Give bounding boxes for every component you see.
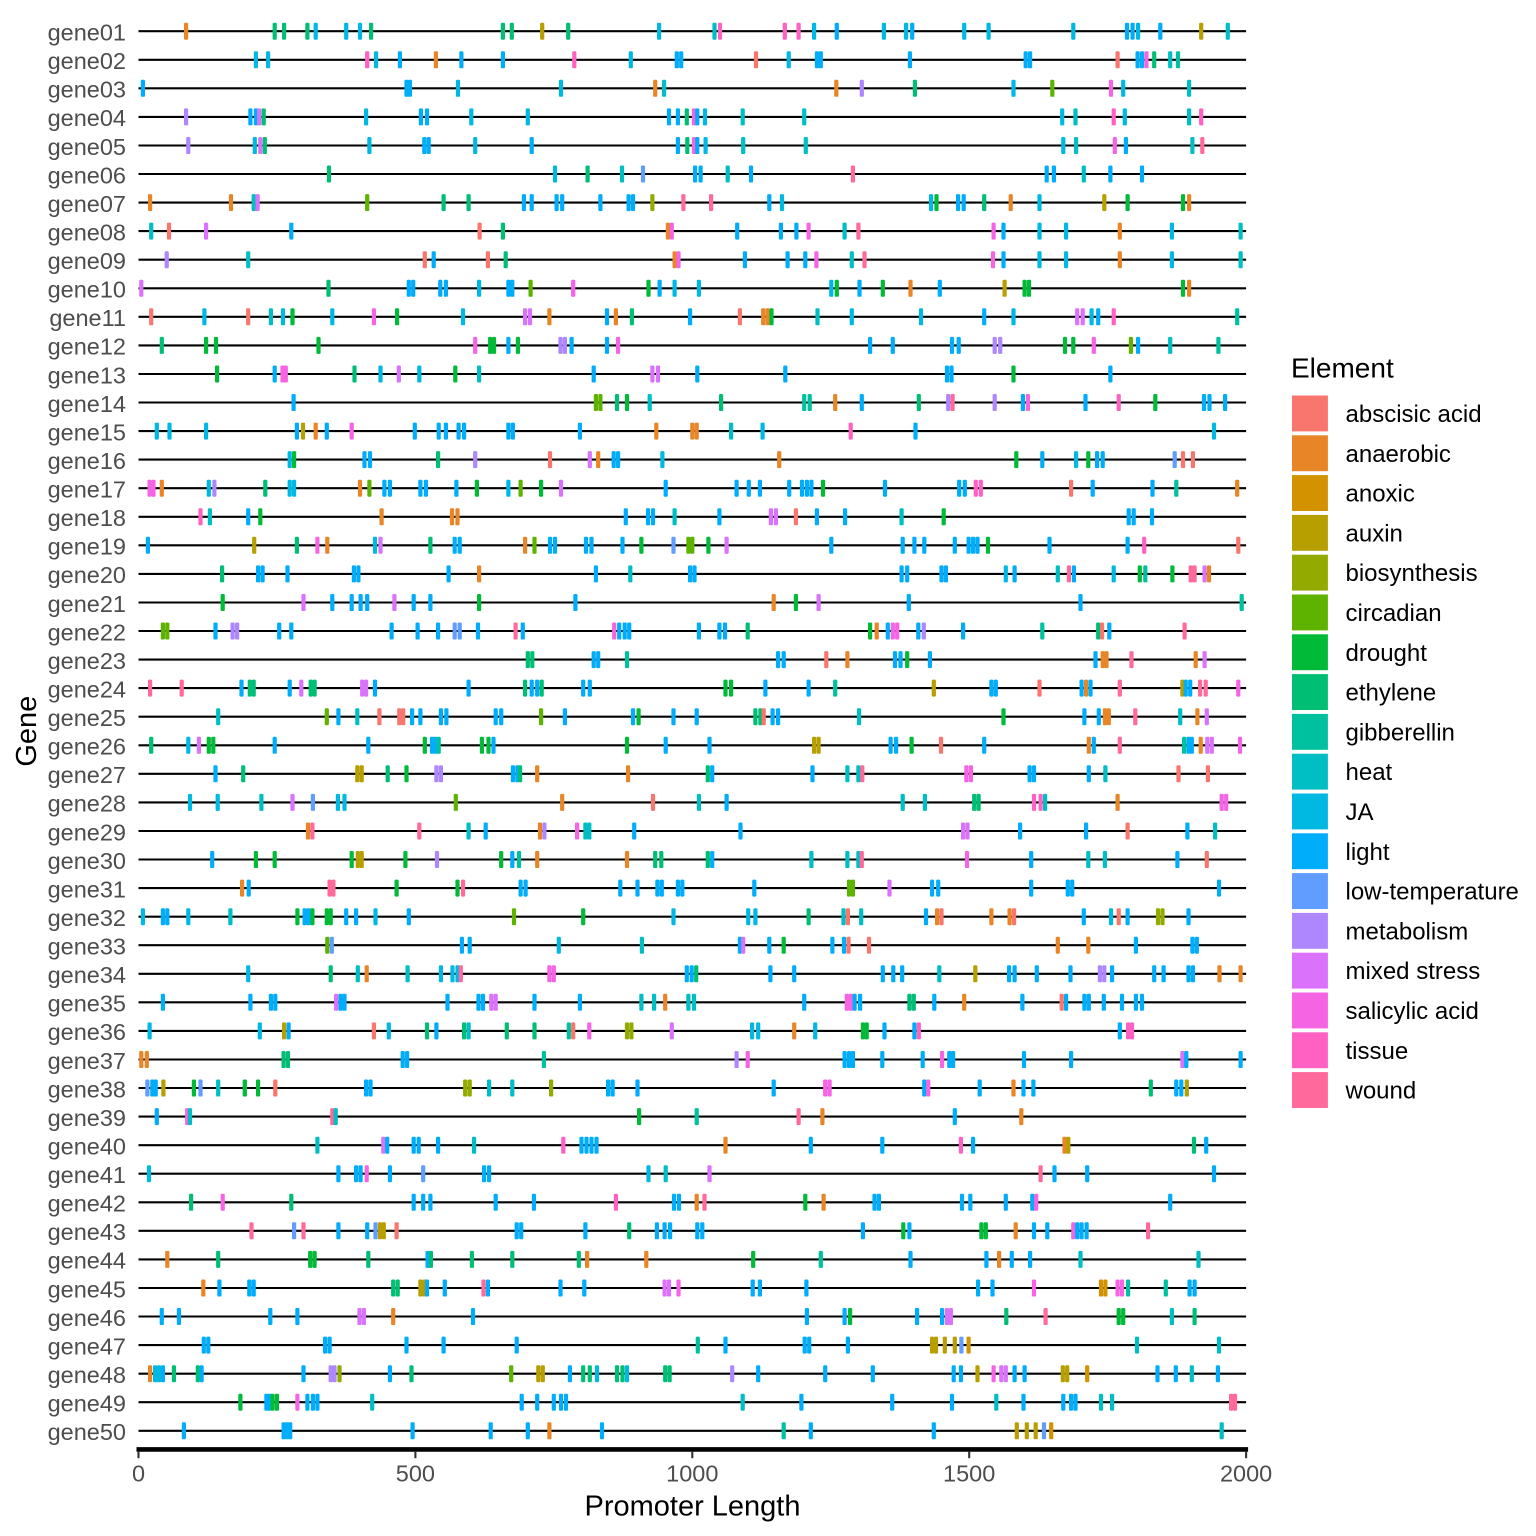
svg-text:gene28: gene28 <box>48 791 126 817</box>
svg-text:gene37: gene37 <box>48 1048 126 1074</box>
svg-text:gene05: gene05 <box>48 134 126 160</box>
svg-text:gene21: gene21 <box>48 591 126 617</box>
svg-text:gene24: gene24 <box>48 676 126 702</box>
svg-text:gene09: gene09 <box>48 248 126 274</box>
svg-text:gene30: gene30 <box>48 848 126 874</box>
svg-text:gene29: gene29 <box>48 819 126 845</box>
svg-text:gene16: gene16 <box>48 448 126 474</box>
svg-text:gene43: gene43 <box>48 1219 126 1245</box>
svg-text:gene03: gene03 <box>48 77 126 103</box>
svg-text:Element: Element <box>1291 353 1394 384</box>
svg-text:abscisic acid: abscisic acid <box>1346 401 1482 428</box>
svg-text:gene22: gene22 <box>48 619 126 645</box>
svg-text:wound: wound <box>1345 1078 1417 1105</box>
svg-text:gene15: gene15 <box>48 419 126 445</box>
svg-text:gene13: gene13 <box>48 362 126 388</box>
svg-text:heat: heat <box>1346 759 1393 786</box>
svg-text:gene01: gene01 <box>48 20 126 46</box>
svg-text:500: 500 <box>396 1461 435 1487</box>
svg-text:gene39: gene39 <box>48 1105 126 1131</box>
svg-text:gene10: gene10 <box>48 277 126 303</box>
svg-text:gene45: gene45 <box>48 1276 126 1302</box>
svg-text:gene35: gene35 <box>48 991 126 1017</box>
svg-text:auxin: auxin <box>1346 520 1403 547</box>
svg-text:0: 0 <box>132 1461 145 1487</box>
svg-text:drought: drought <box>1346 640 1428 667</box>
svg-text:gene49: gene49 <box>48 1391 126 1417</box>
svg-text:gene48: gene48 <box>48 1362 126 1388</box>
svg-text:gene42: gene42 <box>48 1191 126 1217</box>
svg-text:gene19: gene19 <box>48 534 126 560</box>
svg-text:Promoter Length: Promoter Length <box>584 1491 800 1523</box>
svg-text:1000: 1000 <box>666 1461 718 1487</box>
svg-text:gene26: gene26 <box>48 734 126 760</box>
svg-text:gene31: gene31 <box>48 876 126 902</box>
svg-text:gene47: gene47 <box>48 1333 126 1359</box>
svg-text:gene25: gene25 <box>48 705 126 731</box>
svg-text:gene46: gene46 <box>48 1305 126 1331</box>
svg-text:gene12: gene12 <box>48 334 126 360</box>
svg-text:anoxic: anoxic <box>1346 481 1415 508</box>
svg-text:gene23: gene23 <box>48 648 126 674</box>
svg-text:gene07: gene07 <box>48 191 126 217</box>
svg-text:gene02: gene02 <box>48 48 126 74</box>
svg-text:gene20: gene20 <box>48 562 126 588</box>
svg-text:mixed stress: mixed stress <box>1346 958 1481 985</box>
svg-text:JA: JA <box>1346 799 1374 826</box>
svg-text:gene11: gene11 <box>49 305 126 331</box>
svg-text:gene17: gene17 <box>48 477 126 503</box>
svg-text:1500: 1500 <box>943 1461 995 1487</box>
svg-text:gene33: gene33 <box>48 934 126 960</box>
svg-text:circadian: circadian <box>1346 600 1442 627</box>
svg-text:gene14: gene14 <box>48 391 126 417</box>
svg-text:gene34: gene34 <box>48 962 126 988</box>
svg-text:metabolism: metabolism <box>1346 918 1469 945</box>
svg-text:gene08: gene08 <box>48 219 126 245</box>
svg-text:gene44: gene44 <box>48 1248 126 1274</box>
svg-text:gene18: gene18 <box>48 505 126 531</box>
svg-text:gibberellin: gibberellin <box>1346 719 1455 746</box>
svg-text:gene36: gene36 <box>48 1019 126 1045</box>
svg-text:gene38: gene38 <box>48 1076 126 1102</box>
svg-text:gene50: gene50 <box>48 1419 126 1445</box>
svg-text:gene06: gene06 <box>48 162 126 188</box>
svg-text:low-temperature: low-temperature <box>1346 879 1519 906</box>
svg-text:anaerobic: anaerobic <box>1346 441 1451 468</box>
svg-text:ethylene: ethylene <box>1346 680 1437 707</box>
svg-text:gene04: gene04 <box>48 105 126 131</box>
svg-text:light: light <box>1346 839 1390 866</box>
svg-text:gene32: gene32 <box>48 905 126 931</box>
svg-text:biosynthesis: biosynthesis <box>1346 560 1478 587</box>
svg-text:salicylic acid: salicylic acid <box>1346 998 1479 1025</box>
svg-text:2000: 2000 <box>1220 1461 1272 1487</box>
svg-text:Gene: Gene <box>11 696 43 767</box>
svg-text:tissue: tissue <box>1346 1038 1409 1065</box>
svg-text:gene40: gene40 <box>48 1134 126 1160</box>
svg-text:gene27: gene27 <box>48 762 126 788</box>
svg-text:gene41: gene41 <box>48 1162 126 1188</box>
